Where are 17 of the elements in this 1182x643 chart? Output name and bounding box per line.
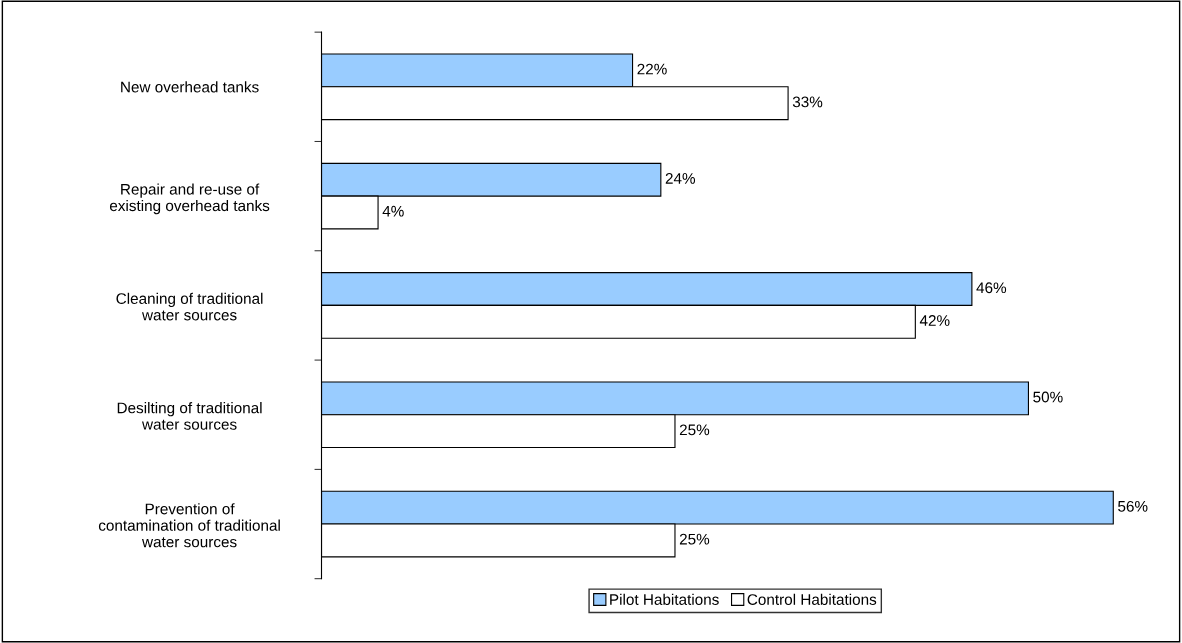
y-tick-label: Repair and re-use of existing overhead tanks [109, 183, 270, 215]
data-label: 24% [665, 173, 696, 184]
y-tick-label: Desilting of traditional water sources [117, 402, 262, 430]
y-tick-label: Prevention of contamination of traditional water sources [98, 503, 280, 548]
data-label: 50% [1033, 391, 1063, 403]
data-label: 4% [382, 205, 404, 217]
data-label: 42% [919, 315, 950, 326]
legend-label: Control Habitations [747, 593, 877, 605]
y-tick-label: New overhead tanks [121, 81, 259, 93]
data-label: 22% [637, 63, 667, 75]
legend-label: Pilot Habitations [610, 593, 719, 605]
data-label: 25% [679, 533, 710, 545]
y-tick-label: Cleaning of traditional water sources [116, 292, 263, 321]
data-label: 25% [679, 424, 710, 436]
data-label: 33% [792, 96, 823, 108]
data-label: 46% [976, 282, 1007, 294]
data-label: 56% [1118, 500, 1148, 512]
